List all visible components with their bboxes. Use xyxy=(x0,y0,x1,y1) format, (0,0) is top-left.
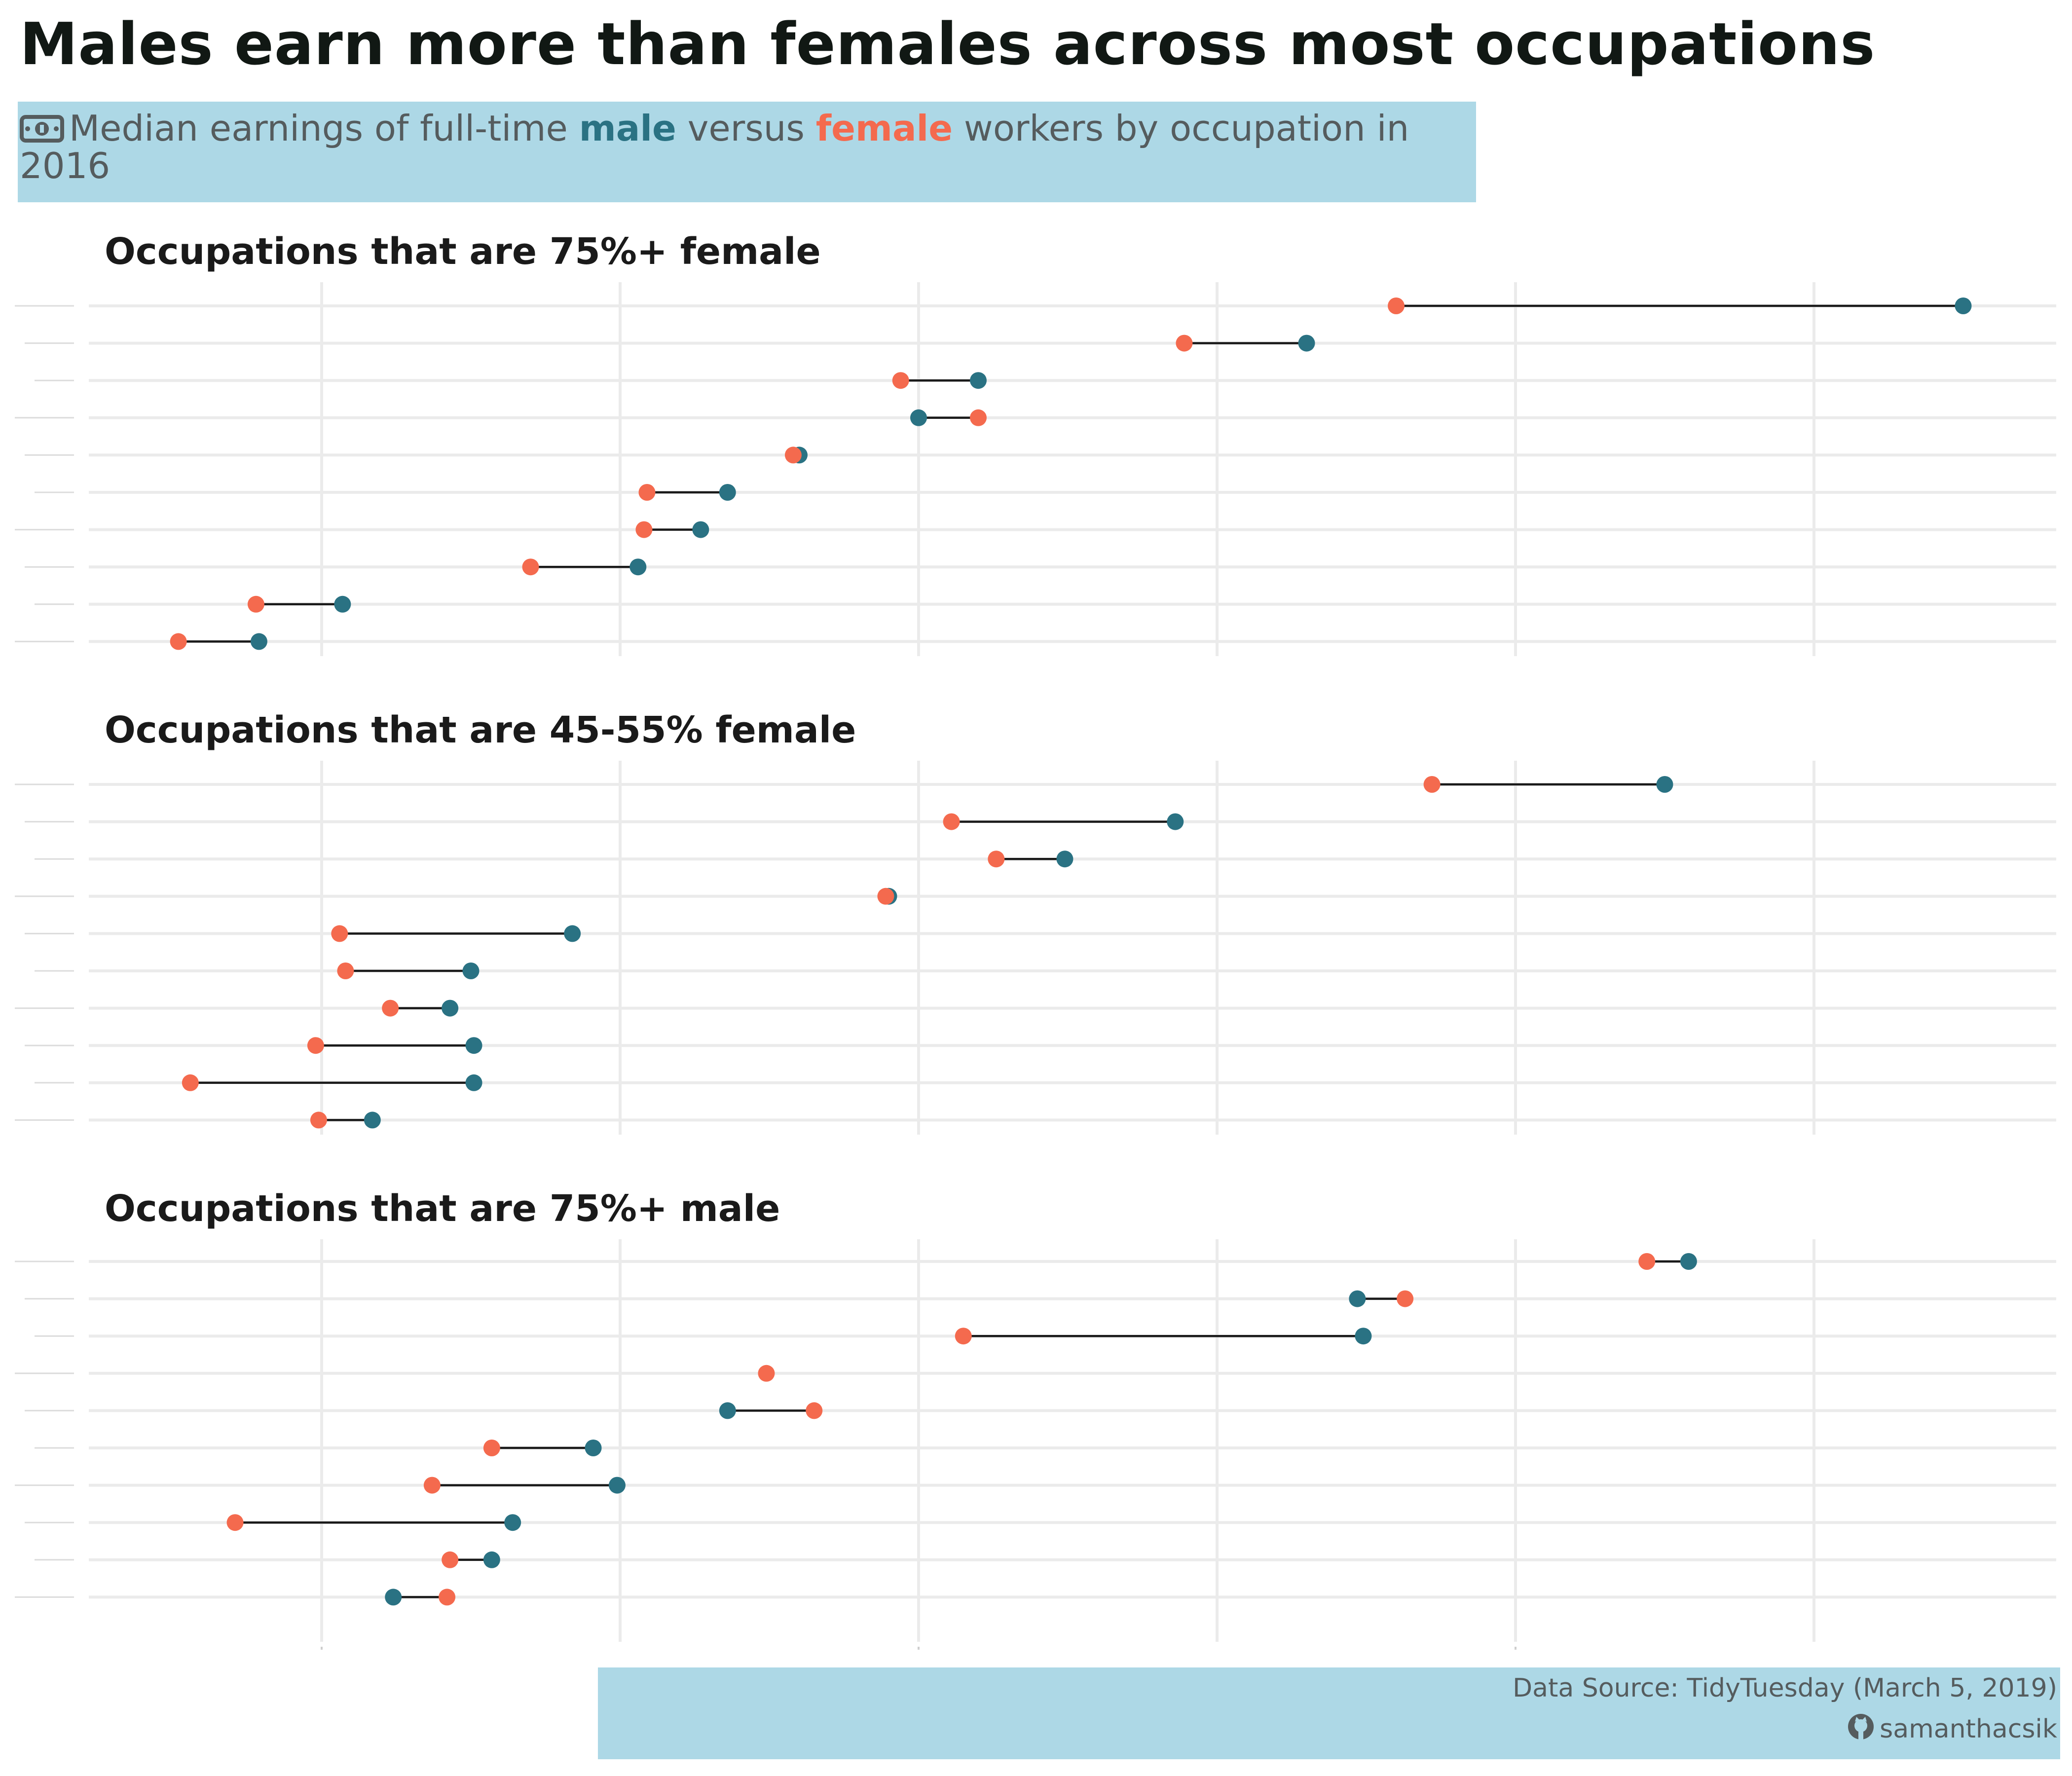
female-point xyxy=(943,813,960,830)
male-point xyxy=(608,1477,626,1494)
female-point xyxy=(170,633,187,650)
male-point xyxy=(719,1402,736,1419)
subtitle-band xyxy=(18,102,1476,202)
female-point xyxy=(758,1365,775,1382)
female-point xyxy=(1423,776,1441,793)
money-bill-icon xyxy=(20,115,64,143)
male-point xyxy=(910,409,927,426)
male-point xyxy=(692,521,709,538)
dumbbell-chart: Occupations that are 75%+ female Occupati… xyxy=(15,230,2056,1650)
male-point xyxy=(970,372,987,389)
male-point xyxy=(1298,334,1315,352)
male-point xyxy=(465,1074,482,1091)
female-point xyxy=(638,484,656,501)
github-icon xyxy=(1848,1714,1874,1739)
male-point xyxy=(1167,813,1184,830)
female-point xyxy=(442,1551,459,1568)
female-point xyxy=(307,1037,324,1054)
male-point xyxy=(385,1589,402,1606)
subtitle-text-3: workers by occupation in 2016 xyxy=(20,108,1409,186)
male-point xyxy=(250,633,267,650)
female-point xyxy=(784,446,802,464)
caption-handle: samanthacsik xyxy=(1847,1713,2057,1744)
caption-handle-text: samanthacsik xyxy=(1880,1714,2057,1744)
female-point xyxy=(226,1514,244,1531)
female-point xyxy=(423,1477,441,1494)
caption-band xyxy=(598,1667,2060,1759)
panel-title: Occupations that are 75%+ male xyxy=(105,1187,780,1230)
female-point xyxy=(522,558,539,576)
subtitle-male-word: male xyxy=(579,108,676,149)
panel-title: Occupations that are 75%+ female xyxy=(105,230,821,273)
caption-source: Data Source: TidyTuesday (March 5, 2019) xyxy=(1513,1673,2057,1703)
male-point xyxy=(1656,776,1673,793)
female-point xyxy=(1176,334,1193,352)
female-point xyxy=(382,999,399,1017)
female-point xyxy=(892,372,909,389)
male-point xyxy=(1355,1328,1372,1345)
female-point xyxy=(439,1589,456,1606)
female-point xyxy=(247,595,264,613)
male-point xyxy=(334,595,351,613)
male-point xyxy=(1680,1253,1697,1270)
female-point xyxy=(955,1328,972,1345)
male-point xyxy=(1955,297,1972,314)
male-point xyxy=(564,925,581,942)
male-point xyxy=(442,999,459,1017)
male-point xyxy=(585,1440,602,1456)
female-point xyxy=(1638,1253,1656,1270)
subtitle-text-2: versus xyxy=(676,108,816,149)
male-point xyxy=(1056,851,1073,868)
subtitle-female-word: female xyxy=(815,108,953,149)
female-point xyxy=(310,1111,327,1129)
female-point xyxy=(337,962,354,979)
male-point xyxy=(629,558,647,576)
chart-subtitle: Median earnings of full-time male versus… xyxy=(20,110,1460,185)
female-point xyxy=(1388,297,1405,314)
female-point xyxy=(988,851,1005,868)
male-point xyxy=(462,962,480,979)
male-point xyxy=(1349,1290,1366,1307)
male-point xyxy=(364,1111,381,1129)
chart-title: Males earn more than females across most… xyxy=(20,10,1876,78)
male-point xyxy=(504,1514,521,1531)
female-point xyxy=(182,1074,199,1091)
female-point xyxy=(806,1402,823,1419)
female-point xyxy=(1397,1290,1414,1307)
female-point xyxy=(877,888,894,905)
female-point xyxy=(970,409,987,426)
female-point xyxy=(635,521,653,538)
panel-title: Occupations that are 45-55% female xyxy=(105,709,856,751)
female-point xyxy=(483,1440,500,1456)
female-point xyxy=(331,925,348,942)
male-point xyxy=(483,1551,500,1568)
male-point xyxy=(719,484,736,501)
male-point xyxy=(465,1037,482,1054)
subtitle-text-1: Median earnings of full-time xyxy=(69,108,579,149)
